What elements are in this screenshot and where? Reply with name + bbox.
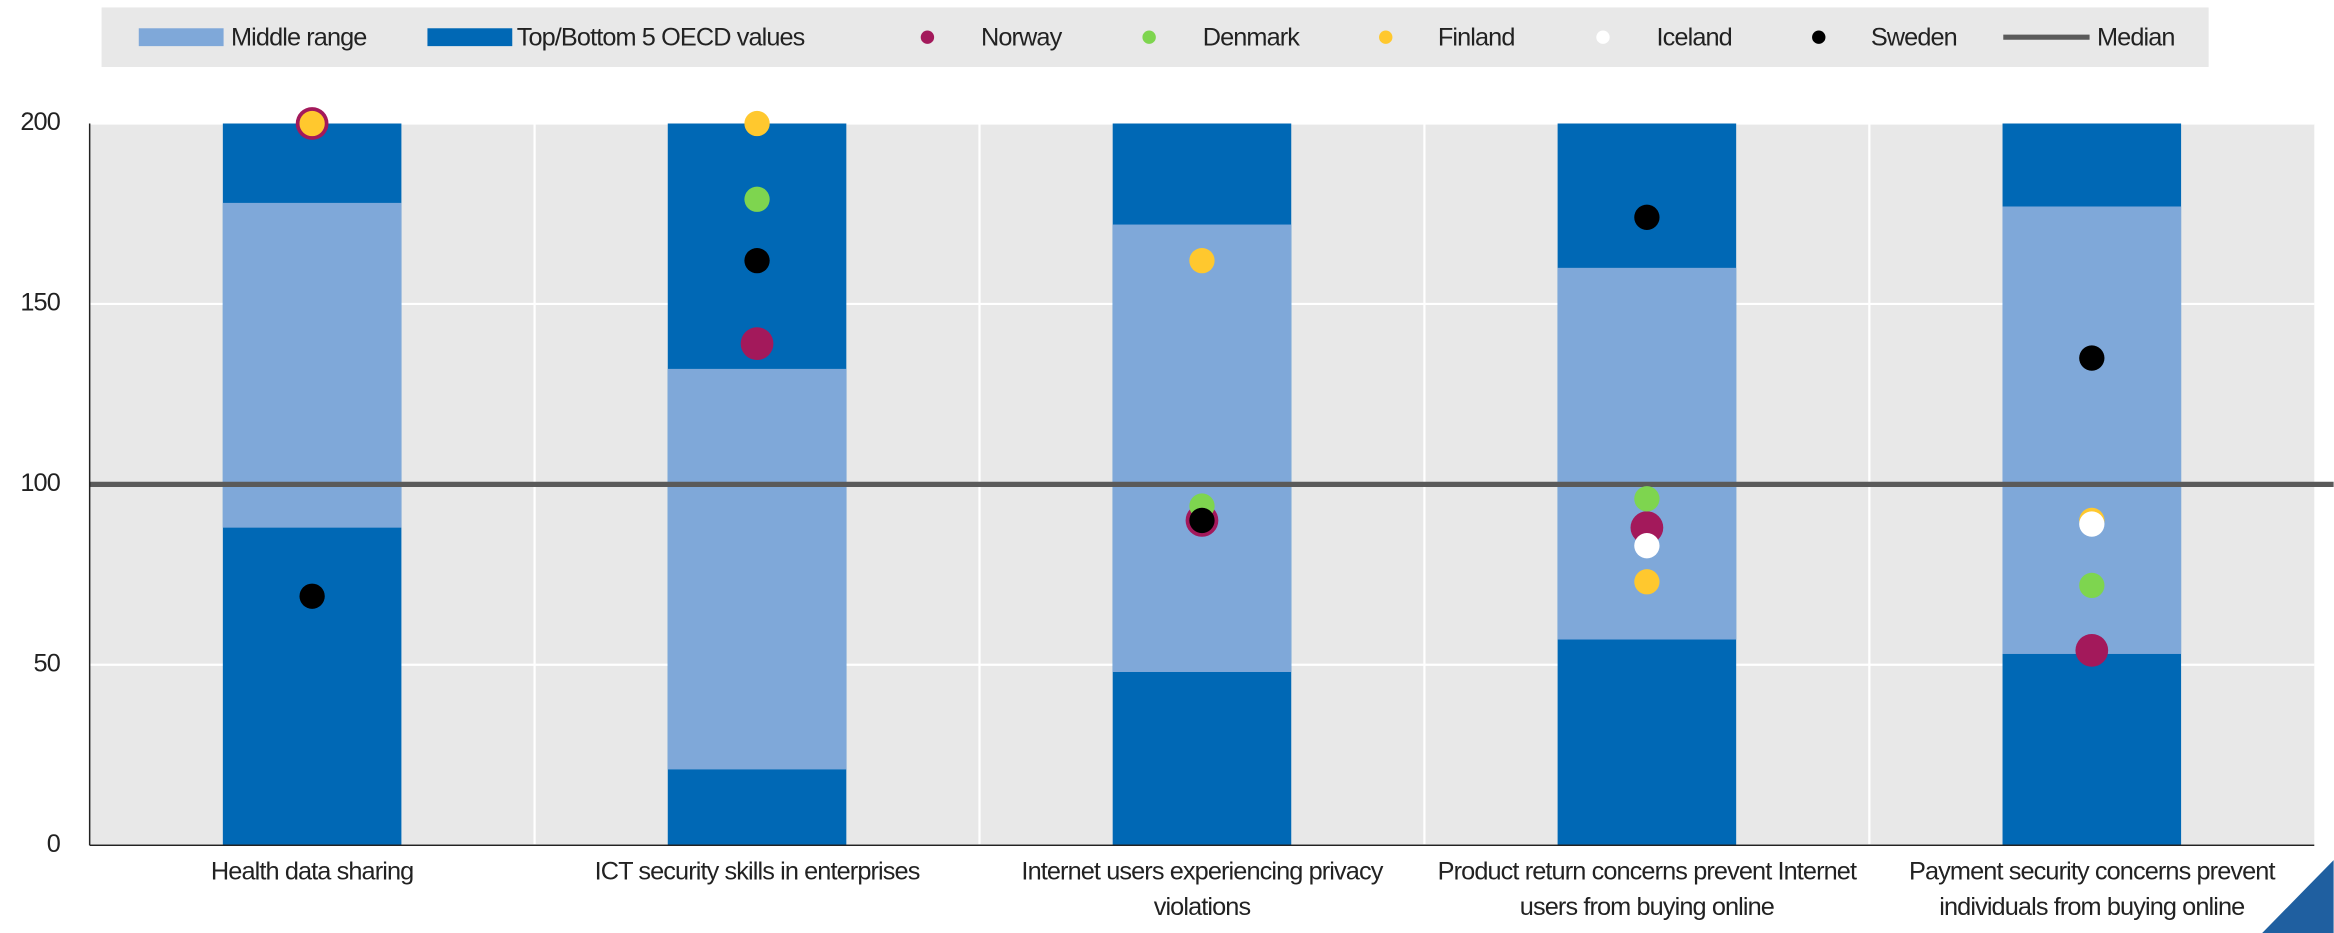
legend-swatch — [427, 28, 513, 47]
dot — [744, 186, 770, 212]
x-tick-label-box: Product return concerns prevent Internet… — [1437, 857, 1857, 922]
y-tick-label: 50 — [34, 649, 61, 677]
middle-range-bar — [222, 202, 402, 528]
axes: 0 50 100 150 200 Health data sharing ICT secur… — [20, 108, 2315, 922]
legend-label: Top/Bottom 5 OECD values — [517, 23, 805, 51]
x-tick-label: Payment security concerns prevent indivi… — [1908, 857, 2276, 922]
dot — [1189, 507, 1215, 534]
middle-range-bar — [667, 368, 847, 770]
dot — [299, 110, 325, 137]
dot — [1189, 247, 1215, 274]
dot — [2079, 572, 2105, 599]
legend-swatch — [1596, 30, 1610, 44]
x-tick-label-box: Payment security concerns prevent indivi… — [1908, 857, 2276, 922]
dot — [2079, 345, 2105, 371]
legend-label: Norway — [981, 23, 1063, 51]
legend-swatch — [1812, 30, 1826, 44]
legend-swatch — [920, 30, 935, 44]
legend-label: Sweden — [1871, 23, 1957, 51]
dot — [1634, 533, 1660, 559]
dot — [744, 110, 770, 137]
x-tick-label: ICT security skills in enterprises — [594, 857, 921, 886]
legend-label: Finland — [1438, 23, 1515, 51]
dot — [744, 247, 770, 274]
dot — [740, 327, 774, 360]
dot — [1634, 486, 1660, 512]
legend-swatch — [1142, 30, 1156, 44]
middle-range-bar — [1112, 224, 1292, 672]
dot — [1634, 204, 1660, 230]
x-tick-label: Internet users experiencing privacy viol… — [1021, 857, 1383, 922]
legend-label: Iceland — [1657, 23, 1732, 51]
y-tick-label: 200 — [20, 108, 60, 136]
dot — [2079, 511, 2105, 537]
x-tick-label-box: ICT security skills in enterprises — [594, 857, 921, 886]
y-tick-label: 0 — [47, 830, 61, 858]
x-tick-label: Product return concerns prevent Internet… — [1437, 857, 1857, 922]
legend: Middle range Top/Bottom 5 OECD values Norw… — [138, 23, 2175, 51]
legend-label: Middle range — [231, 23, 366, 51]
legend-swatch — [138, 28, 224, 47]
dot — [299, 583, 325, 609]
x-tick-label-box: Internet users experiencing privacy viol… — [1021, 857, 1383, 922]
dot — [1634, 569, 1660, 595]
x-tick-label: Health data sharing — [210, 857, 414, 886]
legend-label: Median — [2097, 23, 2175, 51]
x-tick-label-box: Health data sharing — [210, 857, 414, 886]
y-tick-label: 100 — [20, 469, 60, 497]
y-tick-label: 150 — [20, 289, 60, 317]
dot — [2075, 633, 2109, 667]
legend-label: Denmark — [1203, 23, 1301, 51]
dot — [1630, 511, 1664, 545]
legend-swatch — [1379, 30, 1393, 44]
dots — [295, 107, 2109, 667]
corner-mark — [2262, 860, 2334, 933]
